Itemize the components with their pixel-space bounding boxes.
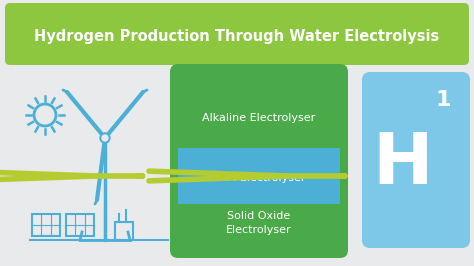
FancyBboxPatch shape [178,148,340,204]
FancyBboxPatch shape [170,64,348,258]
Circle shape [102,135,108,141]
Circle shape [100,133,110,143]
Text: Hydrogen Production Through Water Electrolysis: Hydrogen Production Through Water Electr… [35,28,439,44]
Text: H: H [373,131,433,200]
Text: 1: 1 [435,90,451,110]
FancyBboxPatch shape [362,72,470,248]
FancyBboxPatch shape [5,3,469,65]
Text: PEM Electrolyser: PEM Electrolyser [213,173,305,183]
Text: Alkaline Electrolyser: Alkaline Electrolyser [202,113,316,123]
Text: Solid Oxide
Electrolyser: Solid Oxide Electrolyser [226,211,292,235]
